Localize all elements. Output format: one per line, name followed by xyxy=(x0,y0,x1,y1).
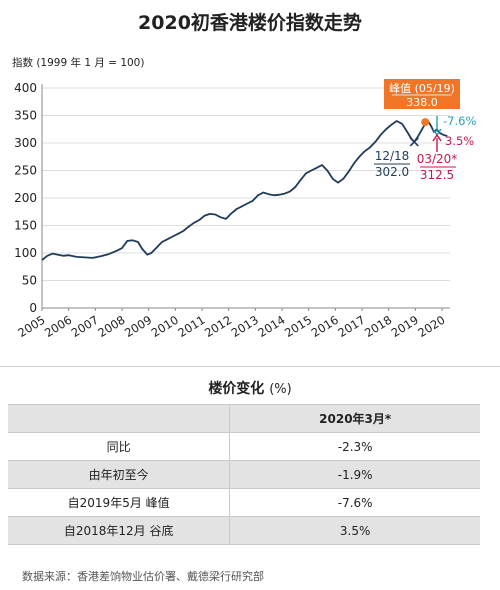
latest-label: 03/20* xyxy=(417,152,458,166)
row-label: 同比 xyxy=(8,432,231,461)
peak-change-text: -7.6% xyxy=(443,114,476,128)
trough-change-arrowhead xyxy=(432,133,442,142)
peak-label: 峰值 (05/19) xyxy=(389,82,455,95)
x-tick-label: 2007 xyxy=(69,313,101,340)
y-tick-label: 150 xyxy=(14,219,37,233)
price-change-table: 2020年3月* 同比 -2.3% 由年初至今 -1.9% 自2019年5月 峰… xyxy=(8,404,480,545)
peak-marker xyxy=(421,118,430,127)
table-title-unit: (%) xyxy=(269,382,292,397)
x-tick-label: 2015 xyxy=(282,313,314,340)
table-row: 自2018年12月 谷底 3.5% xyxy=(8,516,480,545)
x-tick-label: 2010 xyxy=(149,313,181,340)
x-tick-label: 2017 xyxy=(335,313,367,340)
x-tick-label: 2006 xyxy=(42,313,74,340)
row-value: -7.6% xyxy=(229,488,480,517)
table-row: 自2019年5月 峰值 -7.6% xyxy=(8,488,480,517)
chart-title: 2020初香港楼价指数走势 xyxy=(138,12,362,34)
y-tick-label: 400 xyxy=(14,81,37,95)
y-tick-label: 300 xyxy=(14,136,37,150)
series-line xyxy=(41,120,448,261)
x-tick-label: 2019 xyxy=(389,313,421,340)
divider xyxy=(0,366,500,367)
source-note: 数据来源：香港差饷物业估价署、戴德梁行研究部 xyxy=(22,570,264,583)
table-row: 由年初至今 -1.9% xyxy=(8,460,480,489)
x-tick-label: 2011 xyxy=(175,313,207,340)
latest-value: 312.5 xyxy=(420,168,454,182)
row-value: 3.5% xyxy=(229,516,480,545)
table-header-value: 2020年3月* xyxy=(229,404,480,433)
x-tick-label: 2013 xyxy=(229,313,261,340)
trough-marker xyxy=(409,137,419,147)
x-tick-label: 2016 xyxy=(309,313,341,340)
peak-callout-box xyxy=(384,79,460,109)
x-tick-label: 2012 xyxy=(202,313,234,340)
table-row: 同比 -2.3% xyxy=(8,432,480,461)
row-value: -1.9% xyxy=(229,460,480,489)
x-tick-label: 2009 xyxy=(122,313,154,340)
trough-label: 12/18 xyxy=(375,149,410,163)
y-tick-label: 350 xyxy=(14,109,37,123)
x-tick-label: 2008 xyxy=(95,313,127,340)
row-label: 由年初至今 xyxy=(8,460,231,489)
table-header-label xyxy=(8,404,231,433)
y-tick-label: 50 xyxy=(22,274,37,288)
y-axis-label: 指数 (1999 年 1 月 = 100) xyxy=(12,56,144,69)
row-label: 自2019年5月 峰值 xyxy=(8,488,231,517)
table-title: 楼价变化 (%) xyxy=(0,378,500,398)
y-tick-label: 0 xyxy=(29,301,37,315)
table-title-text: 楼价变化 xyxy=(208,381,265,397)
trough-value: 302.0 xyxy=(375,165,409,179)
y-tick-label: 250 xyxy=(14,164,37,178)
x-tick-label: 2020 xyxy=(415,313,447,340)
y-tick-label: 100 xyxy=(14,246,37,260)
trough-change-text: 3.5% xyxy=(445,134,474,148)
x-tick-label: 2005 xyxy=(15,313,47,340)
table-header-row: 2020年3月* xyxy=(8,404,480,433)
line-chart: 指数 (1999 年 1 月 = 100) 0 50 100 150 200 250 300 3… xyxy=(12,56,476,340)
peak-value: 338.0 xyxy=(406,96,438,109)
x-tick-label: 2014 xyxy=(255,313,287,340)
row-value: -2.3% xyxy=(229,432,480,461)
x-tick-label: 2018 xyxy=(362,313,394,340)
row-label: 自2018年12月 谷底 xyxy=(8,516,231,545)
y-tick-label: 200 xyxy=(14,191,37,205)
